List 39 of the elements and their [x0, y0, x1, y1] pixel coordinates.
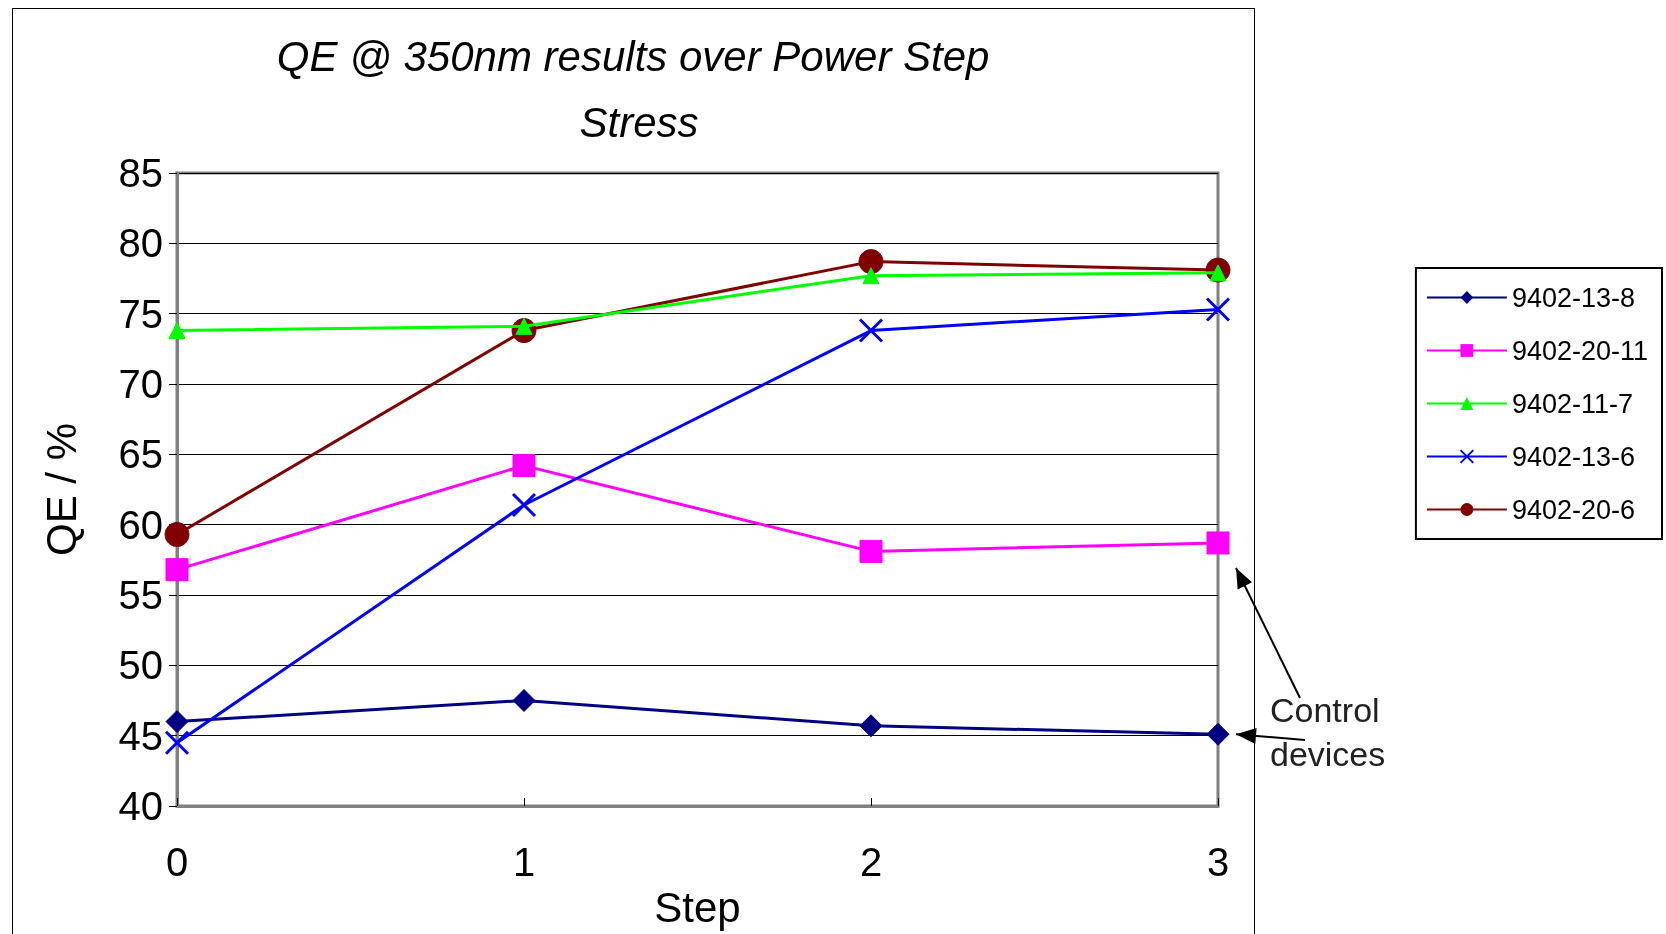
y-tick-label: 65 — [118, 432, 163, 477]
y-tick-label: 70 — [118, 362, 163, 406]
x-tick-label: 3 — [1206, 840, 1230, 884]
x-tick-label: 0 — [165, 840, 189, 884]
point — [512, 454, 536, 478]
x-axis-title: Step — [654, 884, 741, 932]
point — [1206, 722, 1230, 746]
point — [164, 522, 190, 548]
point — [512, 689, 536, 712]
point — [858, 318, 884, 344]
point — [165, 558, 189, 582]
point — [1206, 531, 1230, 555]
y-axis-title: QE / % — [37, 422, 85, 557]
legend-label: 9402-20-11 — [1511, 335, 1648, 366]
y-tick-label: 75 — [118, 291, 163, 336]
point — [511, 492, 537, 518]
point — [859, 539, 883, 563]
point — [858, 249, 884, 275]
x-tick-label: 1 — [512, 840, 536, 884]
y-tick-label: 80 — [118, 221, 163, 266]
point — [1205, 296, 1231, 322]
legend-label: 9402-20-6 — [1511, 494, 1635, 525]
legend-label: 9402-13-8 — [1511, 282, 1635, 313]
y-tick-label: 60 — [118, 502, 163, 547]
y-tick-label: 40 — [118, 784, 163, 828]
legend-label: 9402-13-6 — [1511, 441, 1635, 472]
y-tick-label: 55 — [118, 573, 163, 617]
x-tick-label: 2 — [859, 840, 883, 884]
point — [168, 322, 186, 340]
y-tick-label: 50 — [118, 643, 163, 688]
point — [862, 267, 880, 285]
point — [164, 730, 190, 756]
chart-title: QE @ 350nm results over Power Step Stress — [276, 32, 1002, 146]
legend-label: 9402-11-7 — [1511, 388, 1633, 419]
y-tick-label: 45 — [118, 713, 163, 758]
point — [859, 714, 883, 738]
y-tick-label: 85 — [118, 151, 163, 195]
text: Control devices — [1270, 691, 1390, 773]
point — [165, 710, 189, 734]
